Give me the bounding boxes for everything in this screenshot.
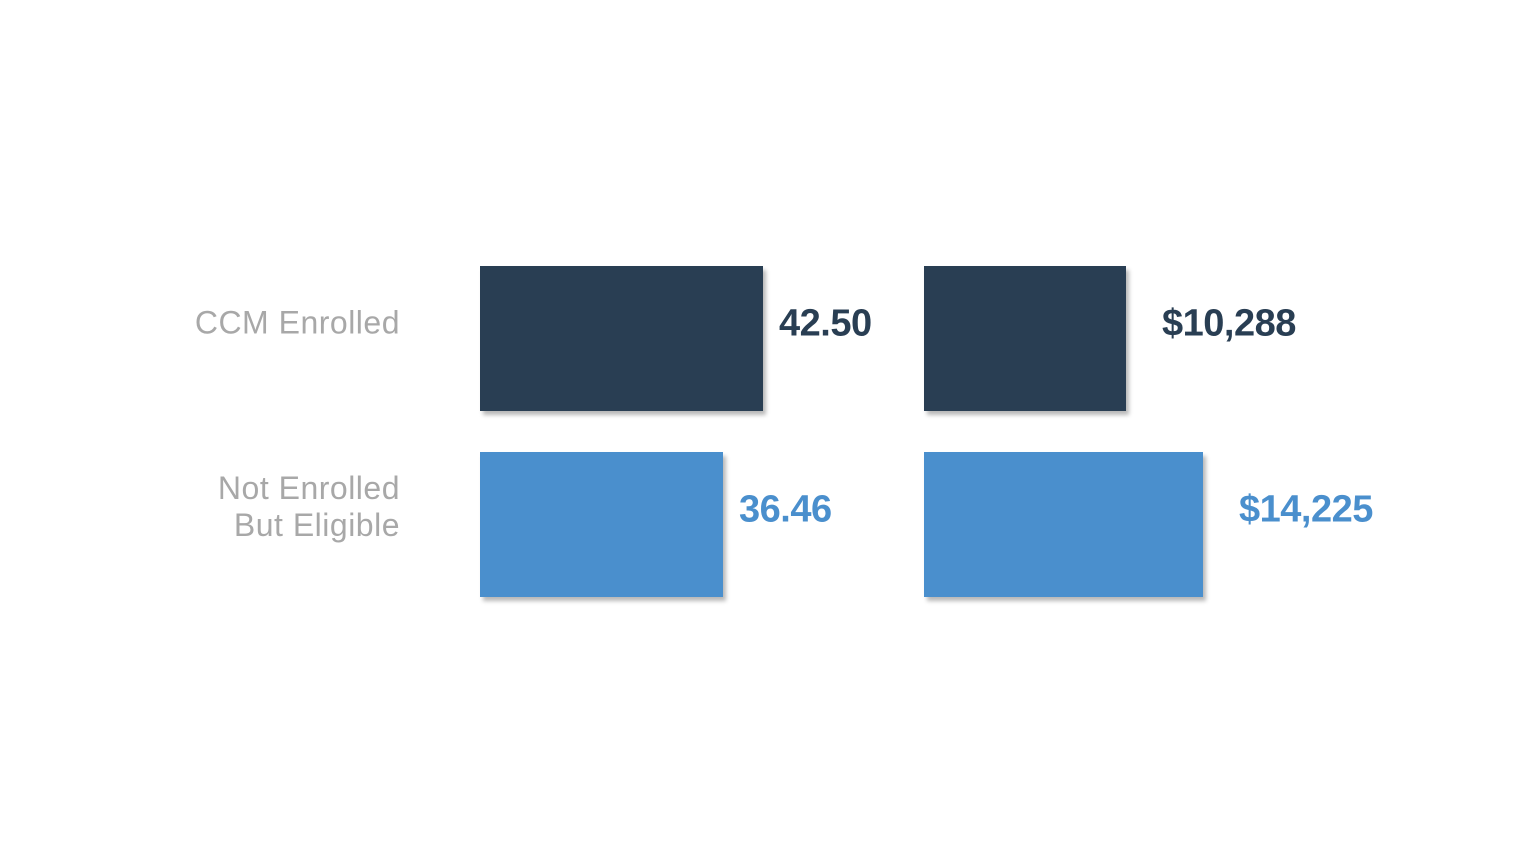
category-label-line: CCM Enrolled bbox=[194, 304, 400, 341]
right-chart-bar-ccm-enrolled bbox=[924, 266, 1126, 411]
category-label-ccm-enrolled: CCM Enrolled bbox=[100, 305, 400, 342]
left-chart-bar-ccm-enrolled bbox=[480, 266, 763, 411]
category-label-not-enrolled-but-eligible: Not Enrolled But Eligible bbox=[100, 470, 400, 544]
right-chart-value-ccm-enrolled: $10,288 bbox=[1162, 302, 1296, 345]
left-chart-bar-not-enrolled bbox=[480, 452, 723, 597]
right-chart-value-not-enrolled: $14,225 bbox=[1239, 488, 1373, 531]
left-chart-value-ccm-enrolled: 42.50 bbox=[779, 302, 872, 345]
category-label-line: Not Enrolled bbox=[217, 470, 400, 507]
right-chart-bar-not-enrolled bbox=[924, 452, 1203, 597]
category-label-line: But Eligible bbox=[233, 507, 400, 543]
left-chart-value-not-enrolled: 36.46 bbox=[739, 488, 832, 531]
